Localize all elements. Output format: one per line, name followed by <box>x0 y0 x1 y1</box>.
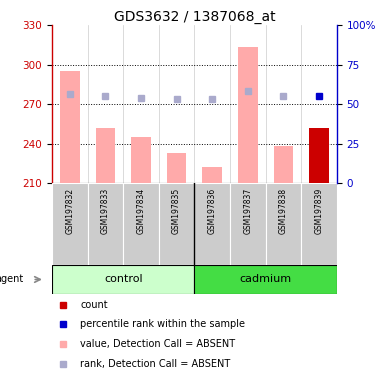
Text: count: count <box>80 300 108 310</box>
Bar <box>266 183 301 265</box>
Bar <box>52 183 88 265</box>
Text: cadmium: cadmium <box>239 275 292 285</box>
Text: GSM197832: GSM197832 <box>65 187 74 233</box>
Bar <box>60 71 80 183</box>
Text: GSM197834: GSM197834 <box>137 187 146 233</box>
Title: GDS3632 / 1387068_at: GDS3632 / 1387068_at <box>114 10 275 24</box>
Bar <box>131 137 151 183</box>
Bar <box>88 183 123 265</box>
Bar <box>194 183 230 265</box>
Text: GSM197839: GSM197839 <box>315 187 323 233</box>
Text: value, Detection Call = ABSENT: value, Detection Call = ABSENT <box>80 339 236 349</box>
Text: GSM197838: GSM197838 <box>279 187 288 233</box>
Bar <box>309 128 329 183</box>
Bar <box>194 265 337 294</box>
Text: control: control <box>104 275 142 285</box>
Bar <box>123 183 159 265</box>
Bar <box>52 265 194 294</box>
Bar <box>230 183 266 265</box>
Bar <box>159 183 194 265</box>
Bar <box>274 146 293 183</box>
Text: percentile rank within the sample: percentile rank within the sample <box>80 319 246 329</box>
Bar <box>95 128 115 183</box>
Bar <box>203 167 222 183</box>
Text: GSM197836: GSM197836 <box>208 187 217 233</box>
Text: agent: agent <box>0 275 23 285</box>
Bar <box>301 183 337 265</box>
Bar <box>238 47 258 183</box>
Bar <box>167 153 186 183</box>
Text: rank, Detection Call = ABSENT: rank, Detection Call = ABSENT <box>80 359 231 369</box>
Text: GSM197835: GSM197835 <box>172 187 181 233</box>
Text: GSM197833: GSM197833 <box>101 187 110 233</box>
Text: GSM197837: GSM197837 <box>243 187 252 233</box>
